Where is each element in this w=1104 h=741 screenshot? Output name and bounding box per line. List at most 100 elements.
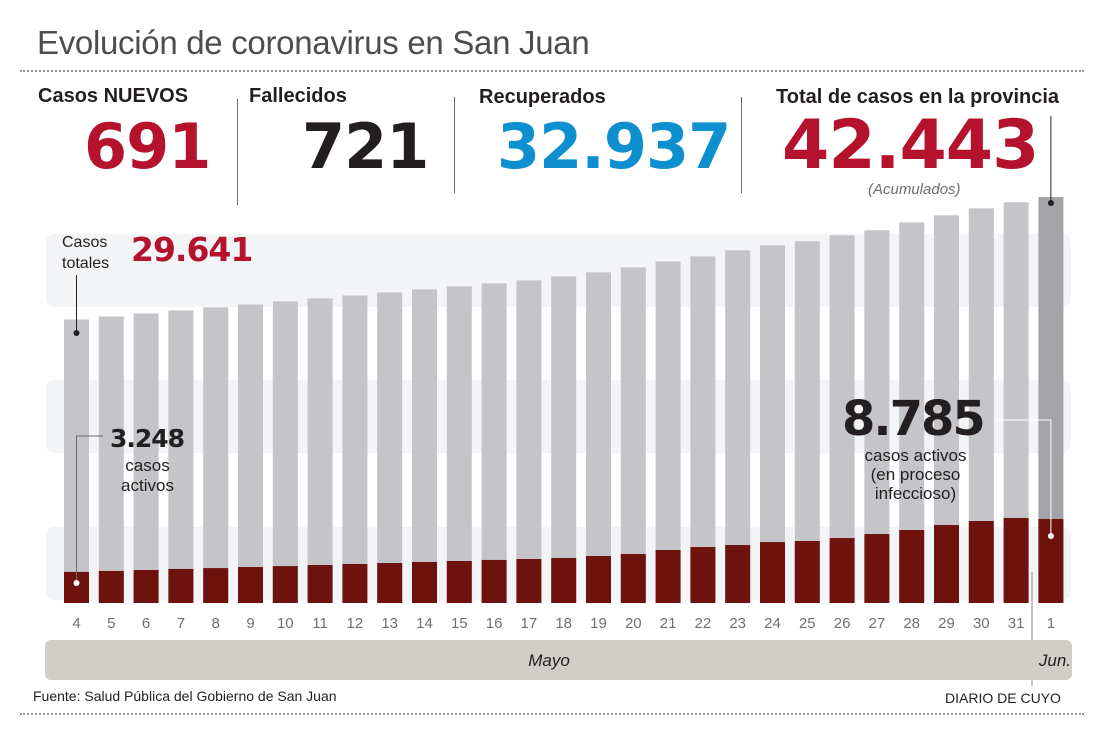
first-active-label-line: casos <box>125 456 170 475</box>
brand-credit: DIARIO DE CUYO <box>945 690 1061 706</box>
active-cases-bar <box>1003 517 1029 603</box>
total-cases-bar <box>377 292 403 603</box>
x-tick-label: 10 <box>277 615 294 632</box>
first-active-value: 3.248 <box>110 424 185 453</box>
active-cases-bar <box>586 556 611 603</box>
total-cases-bar <box>446 286 472 603</box>
active-cases-bar <box>516 558 542 603</box>
active-cases-bar <box>690 547 716 603</box>
active-cases-bar <box>551 558 577 603</box>
active-cases-bar <box>133 569 159 603</box>
deaths-value: 721 <box>302 110 429 183</box>
active-cases-bar <box>98 570 124 603</box>
x-tick-label: 16 <box>486 615 503 632</box>
active-cases-bar <box>760 542 785 603</box>
active-cases-bar <box>968 521 994 603</box>
x-tick-label: 9 <box>246 615 254 632</box>
x-tick-label: 11 <box>312 615 328 632</box>
active-cases-bar <box>829 538 855 603</box>
total-note: (Acumulados) <box>868 181 961 198</box>
x-tick-label: 25 <box>799 615 816 632</box>
total-cases-bar <box>272 301 298 603</box>
active-cases-bar <box>481 559 507 603</box>
x-tick-label: 23 <box>729 615 746 632</box>
total-cases-bar <box>620 267 646 603</box>
x-tick-label: 24 <box>764 615 781 632</box>
total-cases-bar <box>725 250 751 603</box>
total-cases-bar <box>133 313 159 603</box>
leader-line <box>995 419 1052 536</box>
total-cases-bar <box>412 289 437 603</box>
active-cases-bar <box>620 554 646 603</box>
first-active-label-line: activos <box>121 476 174 495</box>
x-tick-label: 26 <box>834 615 851 632</box>
x-tick-label: 7 <box>177 615 185 632</box>
stat-divider <box>741 97 742 193</box>
x-tick-label: 20 <box>625 615 642 632</box>
x-tick-label: 4 <box>72 615 80 632</box>
active-cases-bar <box>168 568 194 603</box>
x-tick-label: 1 <box>1047 615 1055 632</box>
last-active-label-line: (en proceso <box>870 465 961 484</box>
recovered-label: Recuperados <box>479 86 606 108</box>
x-tick-label: 22 <box>695 615 712 632</box>
leader-dot <box>73 580 80 586</box>
deaths-label: Fallecidos <box>249 85 347 107</box>
x-tick-label: 8 <box>212 615 220 632</box>
total-cases-bar <box>586 272 611 603</box>
x-tick-label: 12 <box>347 615 364 632</box>
total-cases-bar <box>168 310 194 603</box>
recovered-value: 32.937 <box>497 110 731 183</box>
top-divider <box>20 70 1084 72</box>
x-tick-label: 19 <box>590 615 607 632</box>
month-band <box>45 640 1072 680</box>
x-tick-label: 18 <box>555 615 572 632</box>
x-tick-label: 17 <box>521 615 538 632</box>
total-cases-bar <box>307 298 333 603</box>
active-cases-bar <box>238 567 263 603</box>
x-tick-label: 28 <box>903 615 920 632</box>
total-cases-bar <box>238 304 263 603</box>
chart-title: Evolución de coronavirus en San Juan <box>37 24 590 61</box>
x-tick-label: 5 <box>107 615 115 632</box>
x-tick-label: 27 <box>869 615 886 632</box>
active-cases-bar <box>864 534 890 603</box>
total-cases-bar <box>690 256 716 603</box>
stat-divider <box>454 97 455 193</box>
total-cases-bar <box>551 276 577 603</box>
active-cases-bar <box>307 565 333 603</box>
stat-divider <box>237 99 238 205</box>
first-total-value: 29.641 <box>131 230 253 269</box>
active-cases-bar <box>446 561 472 603</box>
active-cases-bar <box>934 525 959 603</box>
total-cases-bar <box>516 280 542 603</box>
total-cases-bar <box>98 316 124 603</box>
x-tick-label: 21 <box>660 615 677 632</box>
active-cases-bar <box>203 568 229 603</box>
active-cases-bar <box>412 561 437 603</box>
x-tick-label: 31 <box>1008 615 1025 632</box>
x-tick-label: 30 <box>973 615 990 632</box>
last-active-label: casos activos (en proceso infeccioso) <box>848 446 983 503</box>
active-cases-bar <box>272 566 298 603</box>
month-label-jun: Jun. <box>1038 651 1071 670</box>
first-total-label-line: Casos <box>62 234 108 251</box>
new-cases-value: 691 <box>84 110 211 183</box>
active-cases-bar <box>794 541 820 603</box>
total-cases-bar <box>481 283 507 603</box>
leader-dot <box>1047 200 1054 206</box>
x-tick-label: 13 <box>381 615 398 632</box>
total-value: 42.443 <box>782 106 1039 185</box>
first-total-label-line: totales <box>62 255 110 272</box>
bottom-divider <box>20 713 1084 715</box>
leader-dot <box>1047 533 1054 539</box>
total-label: Total de casos en la provincia <box>776 86 1060 108</box>
x-tick-label: 29 <box>938 615 955 632</box>
leader-dot <box>73 330 80 336</box>
last-active-value: 8.785 <box>842 391 986 447</box>
source-note: Fuente: Salud Pública del Gobierno de Sa… <box>33 688 337 704</box>
x-tick-label: 6 <box>142 615 150 632</box>
total-cases-bar <box>342 295 368 603</box>
total-cases-bar <box>655 261 681 603</box>
